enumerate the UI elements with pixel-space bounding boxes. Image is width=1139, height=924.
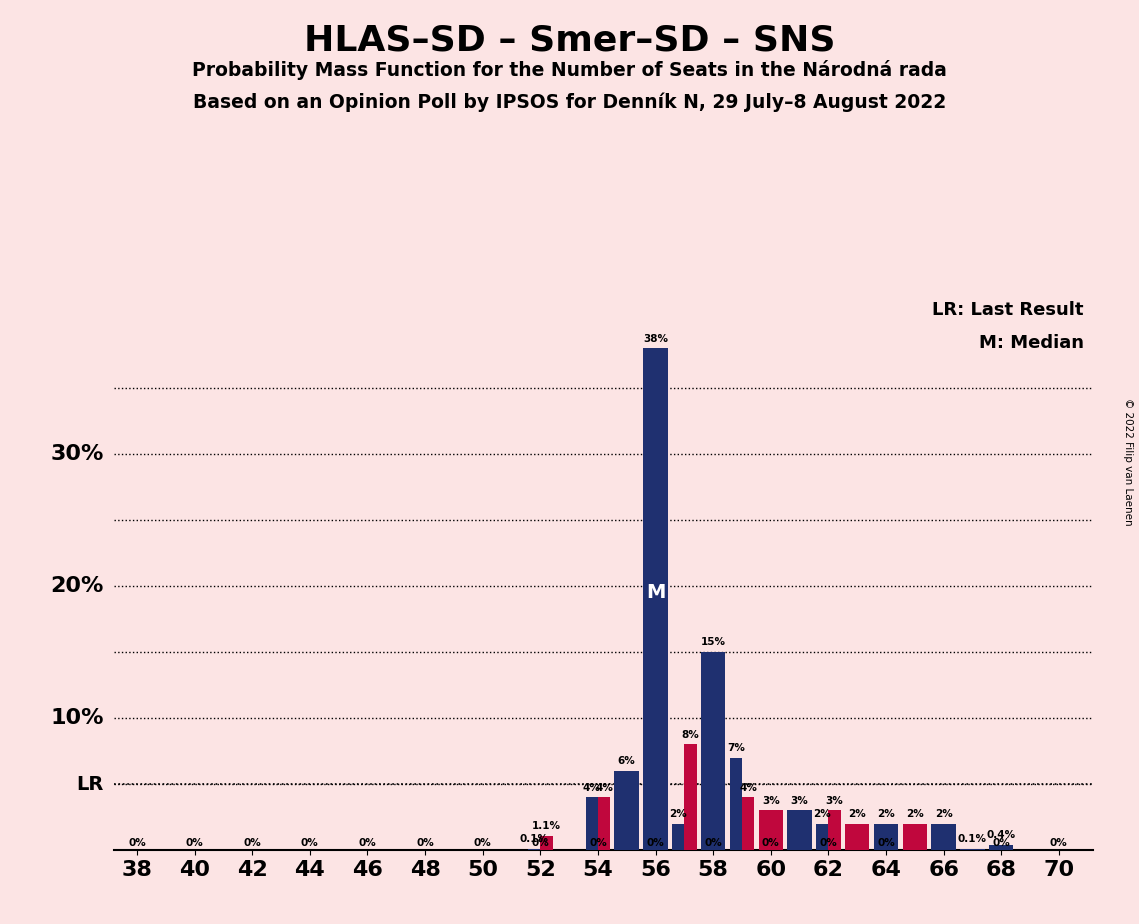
Text: 0%: 0%: [820, 838, 837, 848]
Text: 0%: 0%: [589, 838, 607, 848]
Text: 7%: 7%: [727, 743, 745, 753]
Bar: [528, 849, 540, 850]
Bar: [932, 823, 956, 850]
Text: 0.4%: 0.4%: [986, 830, 1016, 840]
Bar: [730, 758, 741, 850]
Text: M: Median: M: Median: [978, 334, 1083, 352]
Bar: [644, 348, 667, 850]
Bar: [817, 823, 828, 850]
Bar: [685, 745, 697, 850]
Text: 4%: 4%: [583, 783, 600, 793]
Text: 2%: 2%: [670, 809, 687, 819]
Bar: [540, 835, 552, 850]
Text: 1.1%: 1.1%: [532, 821, 560, 831]
Text: 3%: 3%: [790, 796, 809, 806]
Text: 6%: 6%: [617, 756, 636, 766]
Text: 0%: 0%: [992, 838, 1010, 848]
Text: 0%: 0%: [762, 838, 779, 848]
Text: 2%: 2%: [877, 809, 895, 819]
Text: 20%: 20%: [51, 576, 104, 596]
Text: 2%: 2%: [935, 809, 952, 819]
Bar: [902, 823, 927, 850]
Bar: [845, 823, 869, 850]
Bar: [874, 823, 899, 850]
Text: 0%: 0%: [186, 838, 204, 848]
Text: 0%: 0%: [877, 838, 895, 848]
Text: 2%: 2%: [906, 809, 924, 819]
Bar: [741, 797, 754, 850]
Text: 10%: 10%: [50, 708, 104, 728]
Text: 8%: 8%: [681, 730, 699, 740]
Text: 0%: 0%: [532, 838, 549, 848]
Text: 2%: 2%: [813, 809, 831, 819]
Text: 0%: 0%: [704, 838, 722, 848]
Bar: [960, 849, 985, 850]
Text: 4%: 4%: [595, 783, 613, 793]
Text: © 2022 Filip van Laenen: © 2022 Filip van Laenen: [1123, 398, 1133, 526]
Text: 0%: 0%: [359, 838, 376, 848]
Bar: [585, 797, 598, 850]
Text: 15%: 15%: [700, 638, 726, 648]
Text: LR: LR: [76, 774, 104, 794]
Text: 3%: 3%: [826, 796, 843, 806]
Text: 0%: 0%: [1050, 838, 1067, 848]
Text: 0%: 0%: [128, 838, 146, 848]
Text: 0%: 0%: [244, 838, 261, 848]
Text: 0%: 0%: [647, 838, 664, 848]
Bar: [989, 845, 1014, 850]
Text: 2%: 2%: [849, 809, 866, 819]
Bar: [700, 652, 726, 850]
Bar: [759, 810, 782, 850]
Text: 38%: 38%: [644, 334, 669, 344]
Text: 4%: 4%: [739, 783, 757, 793]
Text: Based on an Opinion Poll by IPSOS for Denník N, 29 July–8 August 2022: Based on an Opinion Poll by IPSOS for De…: [192, 92, 947, 112]
Text: 0%: 0%: [301, 838, 319, 848]
Text: 0.1%: 0.1%: [519, 834, 549, 845]
Bar: [614, 771, 639, 850]
Text: 30%: 30%: [51, 444, 104, 464]
Text: Probability Mass Function for the Number of Seats in the Národná rada: Probability Mass Function for the Number…: [192, 60, 947, 80]
Text: 0%: 0%: [416, 838, 434, 848]
Bar: [828, 810, 841, 850]
Text: M: M: [646, 583, 665, 602]
Bar: [787, 810, 812, 850]
Bar: [672, 823, 685, 850]
Bar: [598, 797, 611, 850]
Text: 0%: 0%: [474, 838, 492, 848]
Text: LR: Last Result: LR: Last Result: [932, 301, 1083, 319]
Text: HLAS–SD – Smer–SD – SNS: HLAS–SD – Smer–SD – SNS: [304, 23, 835, 57]
Text: 0.1%: 0.1%: [958, 834, 986, 845]
Text: 3%: 3%: [762, 796, 779, 806]
